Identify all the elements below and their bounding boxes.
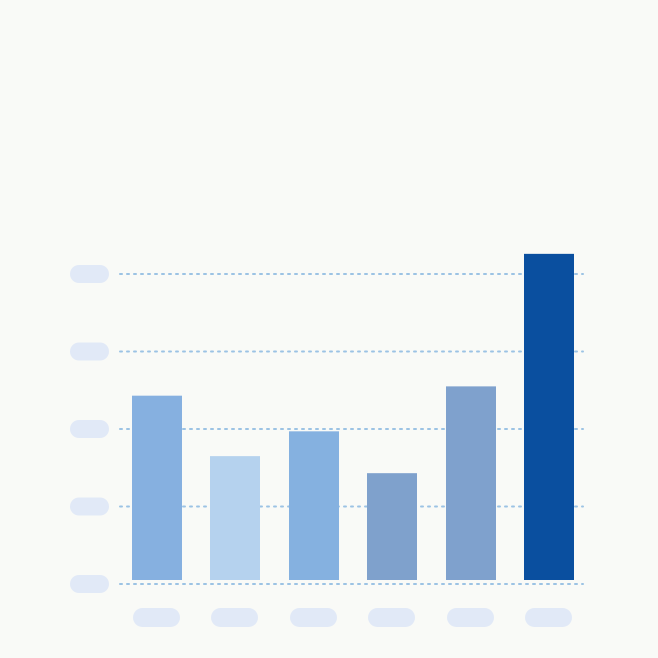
x-tick-label-placeholder: [133, 608, 180, 627]
bar: [289, 431, 339, 580]
bar: [367, 473, 417, 580]
x-tick-label-placeholder: [211, 608, 258, 627]
y-tick-label-placeholder: [70, 342, 109, 361]
bar: [524, 253, 574, 580]
bar: [446, 386, 496, 580]
x-tick-label-placeholder: [368, 608, 415, 627]
x-tick-label-placeholder: [525, 608, 572, 627]
x-tick-label-placeholder: [290, 608, 337, 627]
bar: [210, 456, 260, 580]
y-tick-label-placeholder: [70, 420, 109, 438]
y-tick-label-placeholder: [70, 575, 109, 593]
y-tick-label-placeholder: [70, 497, 109, 516]
bar: [132, 395, 182, 580]
y-tick-label-placeholder: [70, 265, 109, 283]
x-tick-label-placeholder: [447, 608, 494, 627]
